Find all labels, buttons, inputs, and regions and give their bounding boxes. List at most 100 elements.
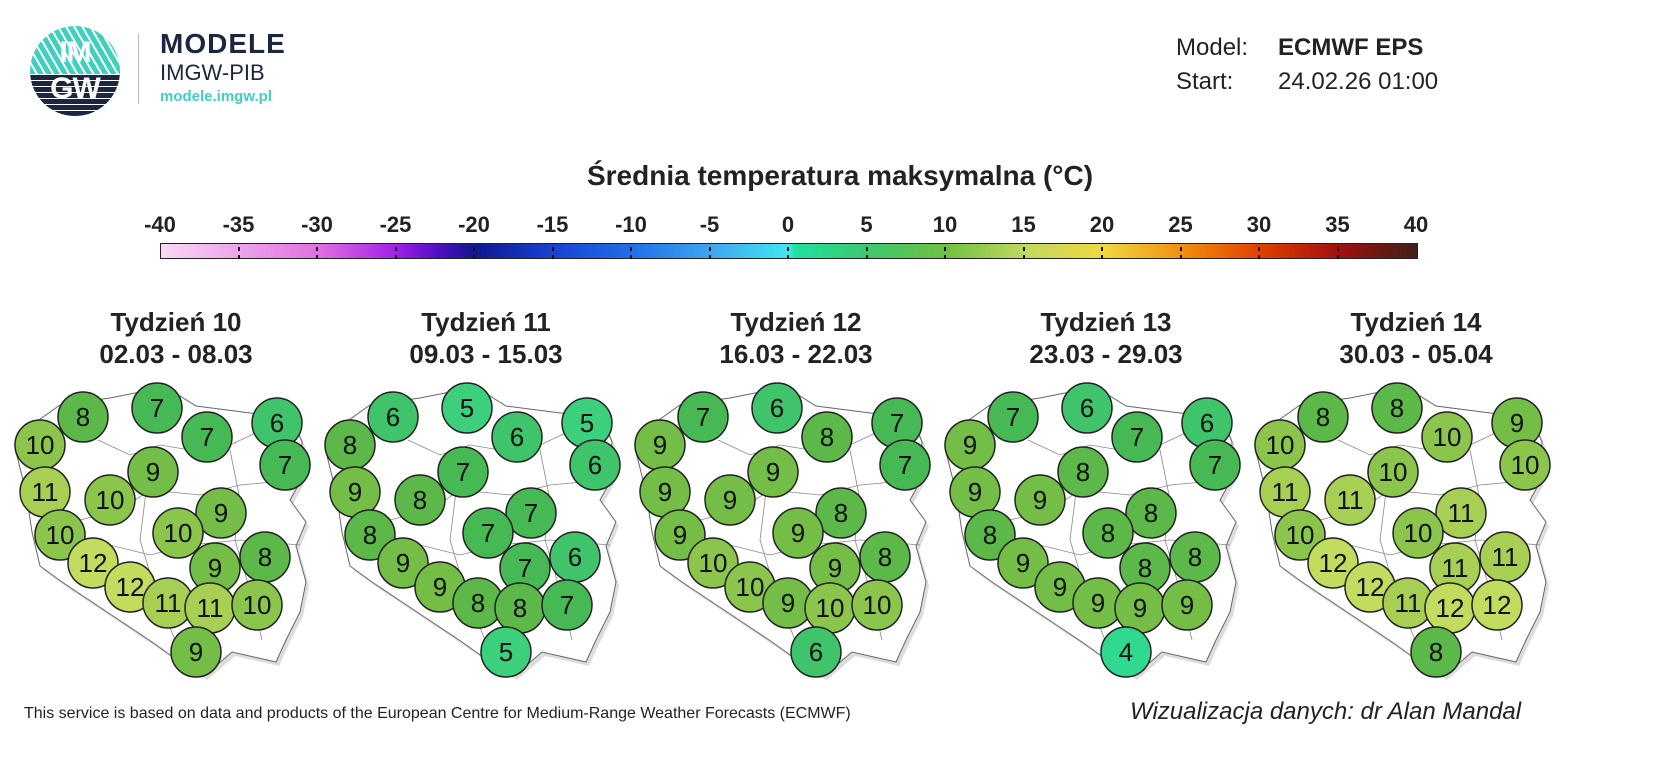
station-value: 12 [1436, 593, 1465, 623]
station-value: 9 [189, 637, 203, 667]
station-marker [751, 382, 803, 434]
station-value: 11 [32, 477, 59, 507]
station-value: 10 [1379, 457, 1408, 487]
station-value: 5 [499, 637, 513, 667]
station-value: 10 [736, 572, 765, 602]
brand-url[interactable]: modele.imgw.pl [160, 88, 272, 105]
station-value: 8 [820, 422, 834, 452]
station-marker [1100, 626, 1152, 678]
colorbar-tick-label: 30 [1246, 212, 1272, 237]
station-value: 4 [1119, 637, 1133, 667]
station-marker [1061, 382, 1113, 434]
colorbar-tick [630, 243, 632, 259]
station-value: 8 [1188, 542, 1202, 572]
colorbar-tick-label: -35 [222, 212, 255, 237]
station-marker [1421, 411, 1473, 463]
station-marker [677, 391, 729, 443]
colorbar-tick-label: -10 [615, 212, 647, 237]
station-marker [772, 507, 824, 559]
station-marker [1111, 411, 1163, 463]
station-value: 8 [76, 402, 90, 432]
region-border [717, 429, 883, 456]
station-value: 10 [1433, 422, 1462, 452]
station-value: 6 [1080, 393, 1094, 423]
colorbar-tick-label: 35 [1325, 212, 1350, 237]
station-value: 8 [258, 542, 272, 572]
station-value: 6 [386, 402, 400, 432]
station-value: 11 [197, 593, 224, 623]
station-marker [1161, 579, 1213, 631]
station-value: 10 [26, 430, 55, 460]
station-marker [437, 446, 489, 498]
station-marker [84, 474, 136, 526]
week-title: Tydzień 12 [730, 307, 862, 337]
station-value: 11 [1448, 498, 1475, 528]
week-dates: 02.03 - 08.03 [99, 339, 253, 369]
station-marker [1410, 626, 1462, 678]
station-value: 9 [828, 553, 842, 583]
colorbar-tick [394, 243, 397, 259]
colorbar-tick [1022, 243, 1025, 259]
station-marker [259, 439, 311, 491]
station-value: 9 [673, 520, 687, 550]
colorbar-tick [551, 243, 554, 259]
station-value: 12 [116, 572, 145, 602]
colorbar-tick [1179, 243, 1182, 259]
station-marker [195, 487, 247, 539]
station-marker [569, 439, 621, 491]
station-value: 9 [791, 518, 805, 548]
station-value: 8 [513, 593, 527, 623]
station-value: 8 [1138, 553, 1152, 583]
station-value: 5 [580, 408, 594, 438]
brand-title: MODELE [160, 28, 286, 59]
visualization-credit: Wizualizacja danych: dr Alan Mandal [1130, 698, 1522, 725]
station-marker [181, 411, 233, 463]
station-value: 8 [363, 520, 377, 550]
colorbar-tick [316, 243, 318, 259]
station-value: 10 [243, 590, 272, 620]
station-marker [367, 391, 419, 443]
station-value: 9 [433, 572, 447, 602]
station-marker [1307, 537, 1359, 589]
week-dates: 16.03 - 22.03 [719, 339, 873, 369]
station-marker [170, 626, 222, 678]
station-value: 7 [560, 590, 574, 620]
station-value: 7 [518, 553, 532, 583]
station-value: 11 [1395, 588, 1422, 618]
station-marker [1014, 474, 1066, 526]
colorbar-tick [865, 243, 868, 259]
station-marker [1367, 446, 1419, 498]
station-value: 11 [155, 588, 182, 618]
station-value: 8 [1316, 402, 1330, 432]
colorbar-tick [787, 243, 789, 259]
station-value: 9 [208, 553, 222, 583]
station-value: 6 [1200, 408, 1214, 438]
model-label: Model: [1176, 34, 1249, 61]
week-title: Tydzień 10 [110, 307, 242, 337]
station-marker [1371, 382, 1423, 434]
station-marker [231, 579, 283, 631]
station-value: 7 [1006, 402, 1020, 432]
start-label: Start: [1176, 68, 1234, 95]
station-value: 7 [150, 393, 164, 423]
station-value: 8 [1144, 498, 1158, 528]
station-value: 9 [1033, 485, 1047, 515]
station-value: 12 [1483, 590, 1512, 620]
station-value: 8 [834, 498, 848, 528]
station-value: 9 [963, 430, 977, 460]
station-value: 9 [766, 457, 780, 487]
station-value: 11 [1337, 485, 1364, 515]
station-value: 5 [460, 393, 474, 423]
logo-divider [138, 34, 139, 104]
station-marker [1057, 446, 1109, 498]
station-value: 9 [348, 477, 362, 507]
region-border [97, 429, 263, 456]
station-value: 9 [146, 457, 160, 487]
station-marker [851, 579, 903, 631]
station-value: 9 [214, 498, 228, 528]
colorbar-tick-label: -20 [458, 212, 490, 237]
station-value: 9 [781, 588, 795, 618]
